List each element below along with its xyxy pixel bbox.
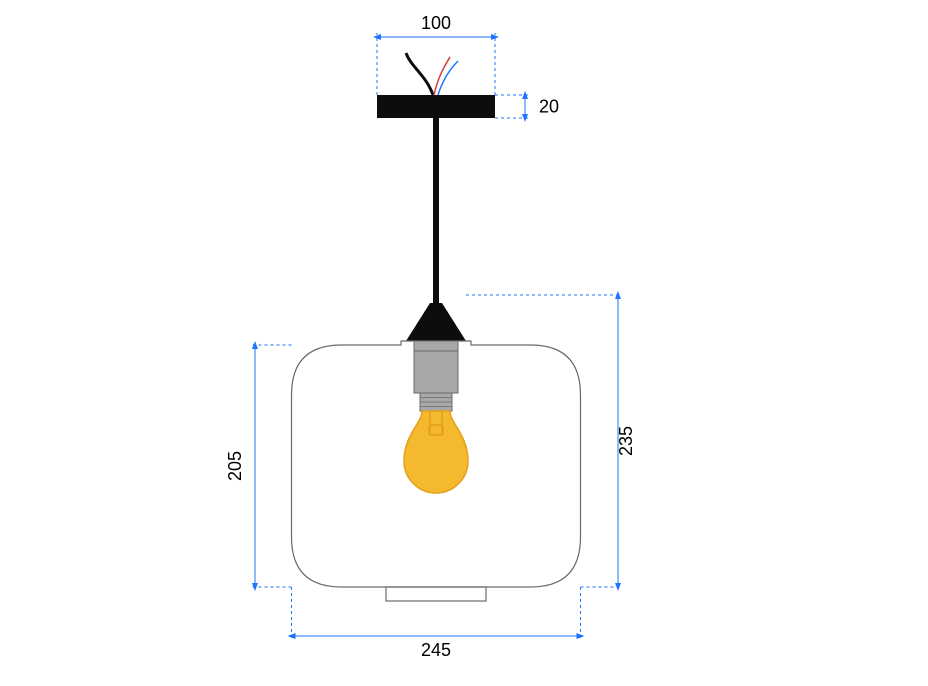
bulb xyxy=(404,411,468,493)
dimension-label: 245 xyxy=(421,640,451,660)
cord xyxy=(433,118,439,303)
wire-red xyxy=(434,57,450,95)
lamp-cap xyxy=(406,303,466,341)
dimension-label: 235 xyxy=(616,426,636,456)
lamp-socket xyxy=(414,341,458,393)
dimension-label: 20 xyxy=(539,97,559,117)
wire-cable xyxy=(406,53,433,95)
dimension-label: 205 xyxy=(225,451,245,481)
ceiling-canopy xyxy=(377,95,495,118)
wire-blue xyxy=(438,61,458,95)
dimension-label: 100 xyxy=(421,13,451,33)
glass-base xyxy=(386,587,486,601)
